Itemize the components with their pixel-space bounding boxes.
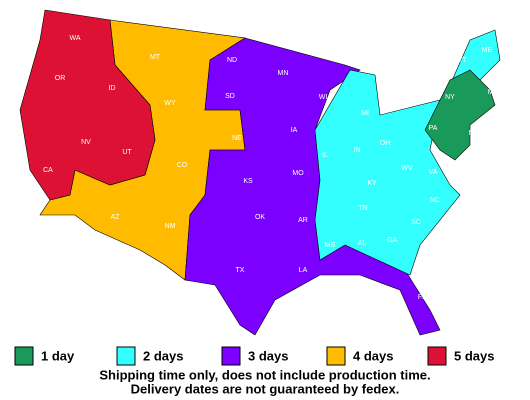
state-label: NM bbox=[165, 223, 176, 230]
state-label: OK bbox=[255, 214, 265, 221]
state-label: ND bbox=[227, 57, 237, 64]
legend: 1 day 2 days 3 days 4 days 5 days bbox=[14, 346, 494, 366]
state-label: NJ bbox=[469, 130, 478, 137]
state-label: MN bbox=[278, 70, 289, 77]
state-label: IA bbox=[291, 127, 298, 134]
state-label: TX bbox=[236, 267, 245, 274]
state-label: MO bbox=[292, 170, 304, 177]
state-label: PA bbox=[429, 125, 438, 132]
state-label: KS bbox=[243, 178, 253, 185]
state-label: WA bbox=[69, 35, 80, 42]
legend-label: 5 days bbox=[454, 348, 494, 363]
legend-swatch bbox=[221, 346, 241, 366]
state-label: GA bbox=[387, 237, 397, 244]
legend-swatch bbox=[427, 346, 447, 366]
state-label: LA bbox=[299, 267, 308, 274]
state-label: IN bbox=[354, 147, 361, 154]
state-label: TN bbox=[358, 205, 367, 212]
state-label: WY bbox=[164, 100, 176, 107]
state-label: UT bbox=[122, 149, 132, 156]
note: Shipping time only, does not include pro… bbox=[99, 367, 430, 382]
note: Delivery dates are not guaranteed by fed… bbox=[131, 381, 400, 396]
state-labels: WA OR ID MT WY ND SD NE CO UT NV CA AZ NM KS OK TX MN IA MO… bbox=[43, 35, 498, 301]
state-label: MS bbox=[325, 242, 336, 249]
state-label: SD bbox=[225, 93, 235, 100]
state-label: NY bbox=[445, 94, 455, 101]
legend-label: 1 day bbox=[41, 348, 75, 363]
legend-swatch bbox=[326, 346, 346, 366]
state-label: MI bbox=[361, 110, 369, 117]
state-label: MA bbox=[488, 89, 499, 96]
state-label: AR bbox=[298, 217, 308, 224]
state-label: ID bbox=[109, 85, 116, 92]
state-label: ME bbox=[482, 47, 493, 54]
state-label: SC bbox=[411, 219, 421, 226]
state-label: IL bbox=[322, 152, 328, 159]
state-label: VA bbox=[429, 169, 438, 176]
state-label: AZ bbox=[111, 214, 121, 221]
state-label: KY bbox=[367, 180, 377, 187]
state-label: CA bbox=[43, 167, 53, 174]
state-label: NC bbox=[430, 197, 440, 204]
legend-label: 4 days bbox=[353, 348, 393, 363]
state-label: NE bbox=[232, 135, 242, 142]
map bbox=[19, 9, 501, 336]
state-label: WV bbox=[401, 165, 413, 172]
legend-label: 3 days bbox=[248, 348, 288, 363]
state-label: WI bbox=[319, 94, 328, 101]
state-label: NV bbox=[81, 139, 91, 146]
state-label: AL bbox=[358, 240, 367, 247]
legend-swatch bbox=[116, 346, 136, 366]
state-label: FL bbox=[418, 294, 426, 301]
state-label: CO bbox=[177, 162, 188, 169]
zone-region bbox=[19, 9, 156, 201]
legend-label: 2 days bbox=[143, 348, 183, 363]
state-label: MT bbox=[150, 54, 161, 61]
legend-swatch bbox=[14, 346, 34, 366]
zone-region bbox=[424, 69, 496, 161]
state-label: VT bbox=[458, 57, 468, 64]
state-label: OH bbox=[380, 140, 391, 147]
state-label: OR bbox=[55, 75, 66, 82]
